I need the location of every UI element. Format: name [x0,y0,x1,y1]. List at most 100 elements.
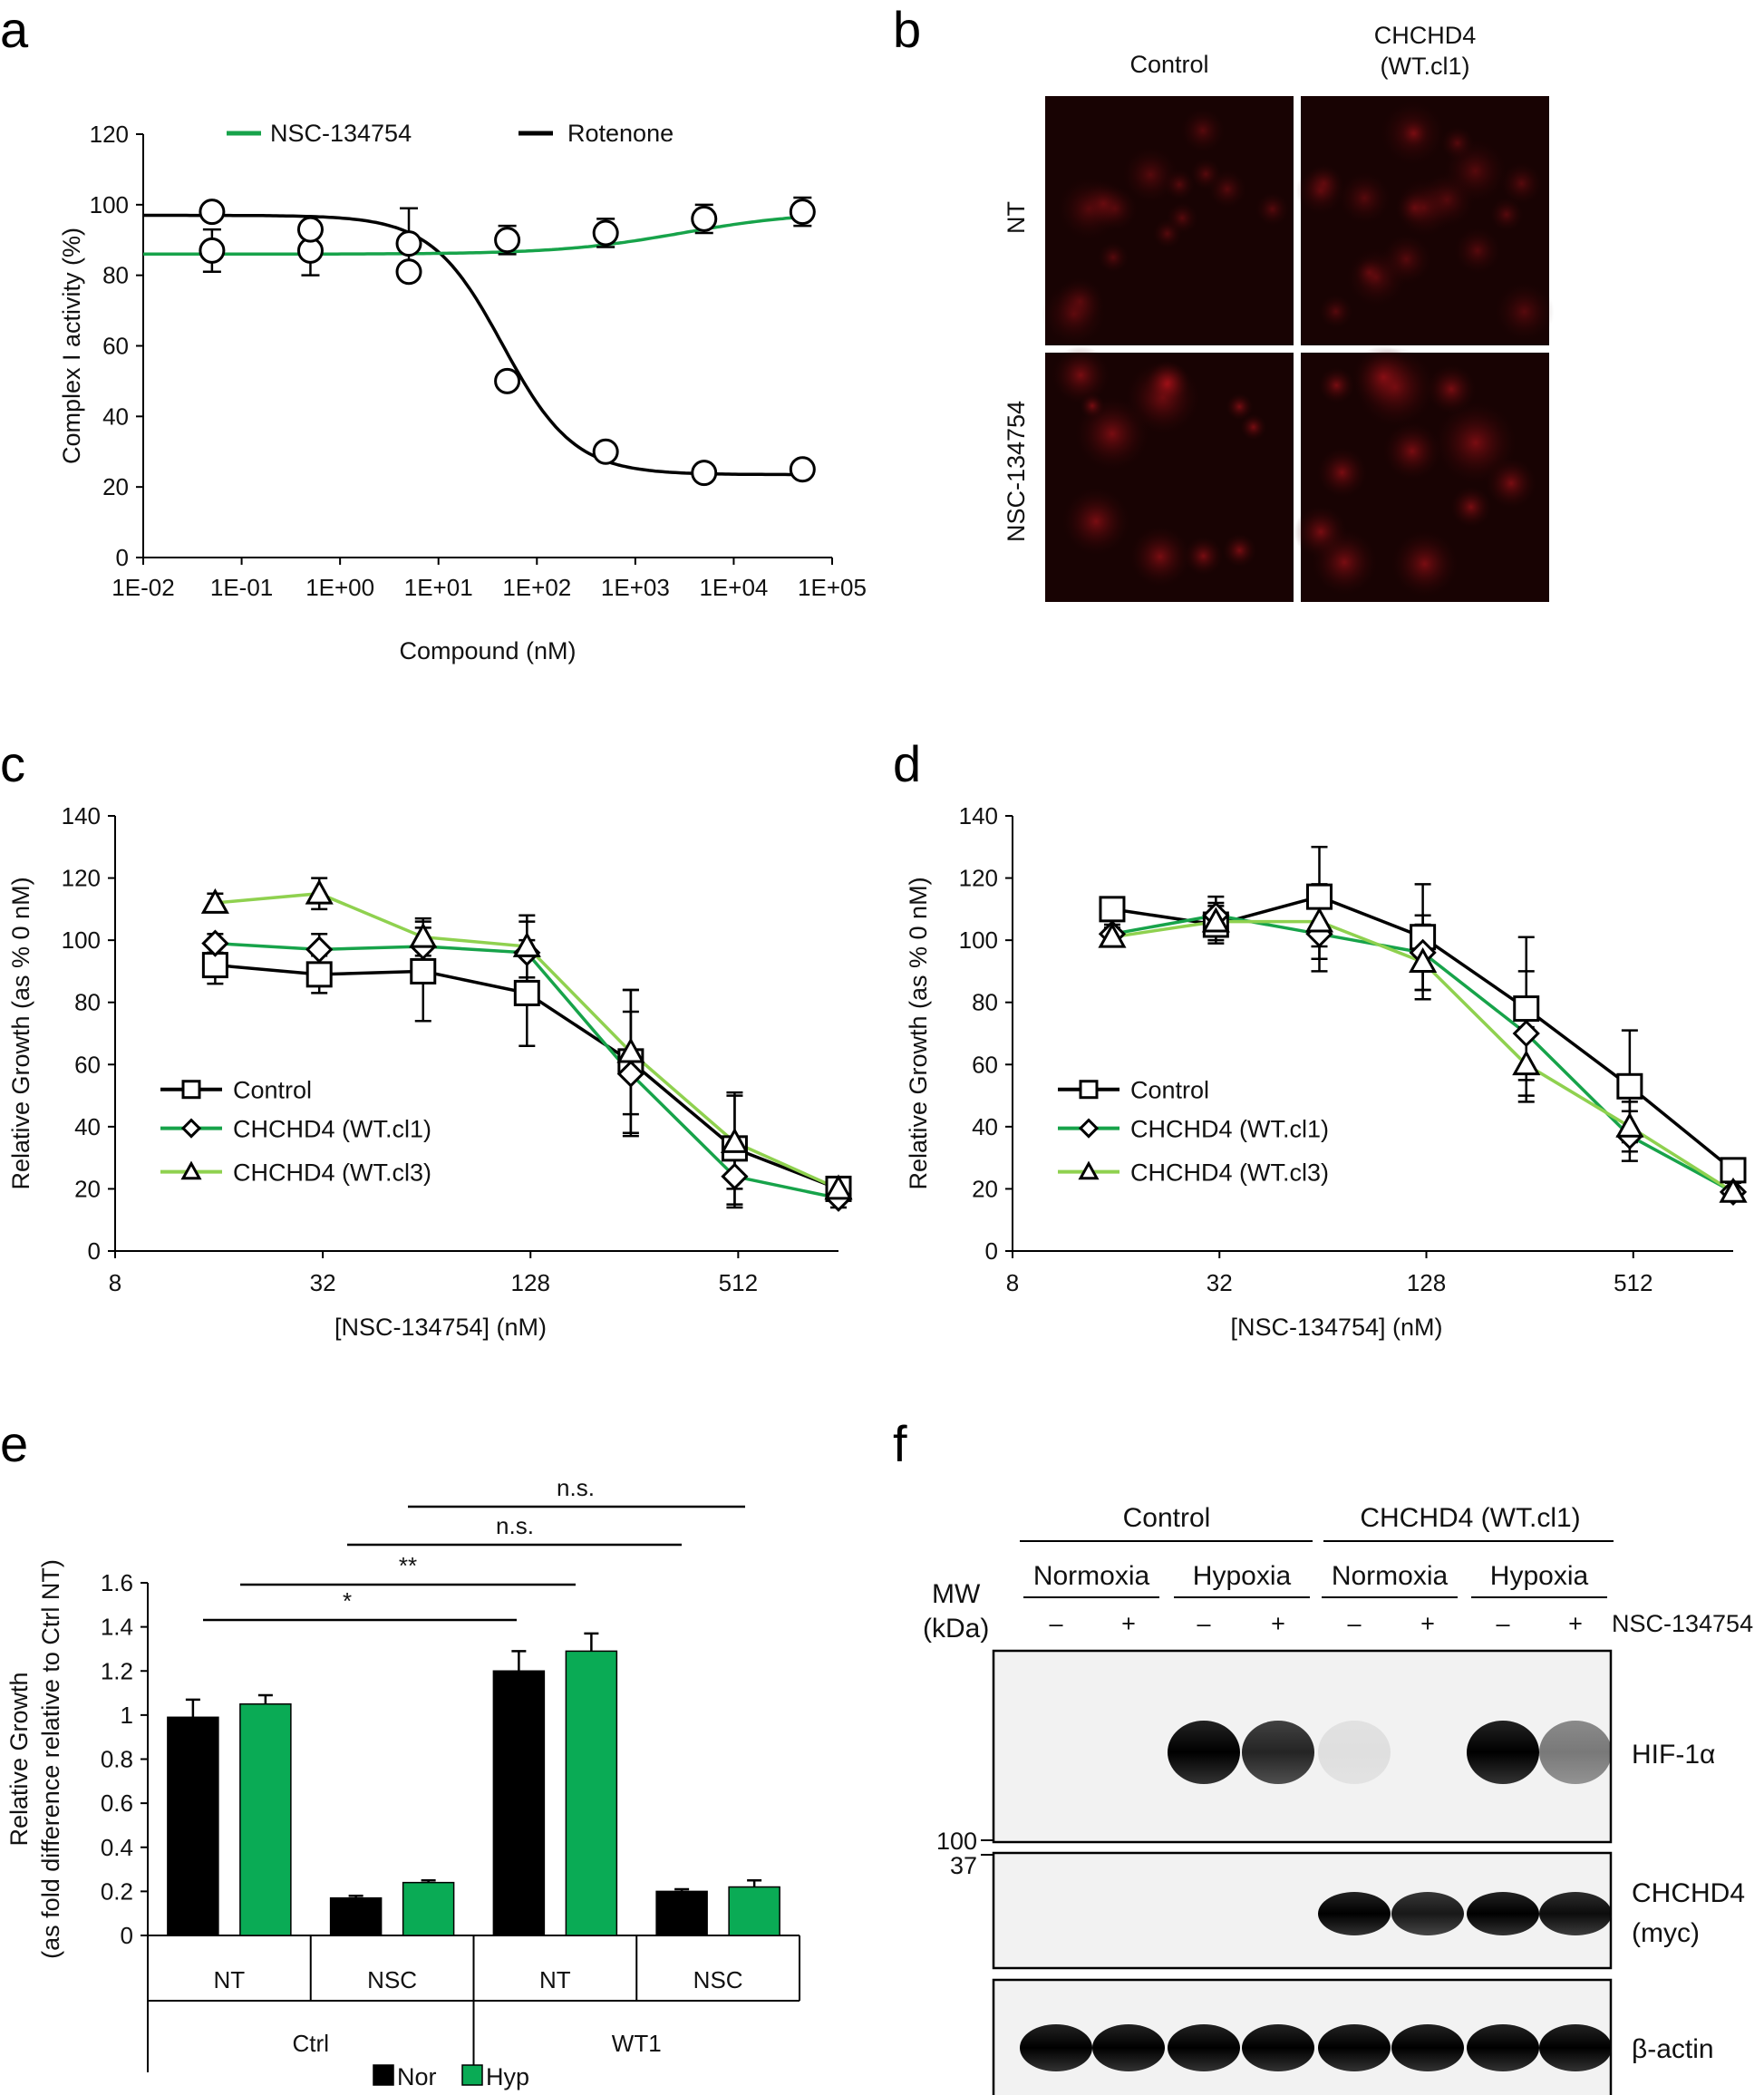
data-point [1099,896,1126,923]
bar [565,1650,618,1936]
y-tick-label: 120 [62,865,101,892]
data-point [513,979,540,1006]
y-tick-label: 120 [959,865,998,892]
x-tick-label: 1E+04 [699,574,768,601]
data-point [296,216,324,243]
panel-b-micrographs: Control CHCHD4 (WT.cl1) NT NSC-134754 [1003,22,1555,606]
condition-label: Hypoxia [1193,1561,1292,1591]
y-tick-label: 0 [88,1237,101,1265]
x-tick-label: 32 [1207,1269,1233,1296]
x-tick-label: 512 [1614,1269,1653,1296]
treatment-sign: + [1271,1610,1285,1637]
cell-signal [1051,345,1110,405]
cell-signal [1346,247,1407,308]
data-point [1410,924,1437,951]
cell-signal [1183,536,1224,577]
series-line-nsc [143,215,803,257]
data-point [305,961,333,988]
legend-marker [1078,1118,1100,1139]
y-axis-title-line1: Relative Growth [5,1672,33,1846]
y-tick-label: 40 [74,1113,101,1140]
blot-band [1467,2024,1539,2071]
y-tick-label: 0.4 [101,1834,133,1861]
cell-signal [1318,366,1355,404]
data-point [592,438,619,465]
col-label-control: Control [1129,51,1208,78]
cell-signal [1255,191,1290,227]
blot-band [1092,2024,1165,2071]
x-tick-label: 8 [1006,1269,1019,1296]
y-tick-label: 0.8 [101,1746,133,1773]
bar [492,1670,546,1936]
band-label-myc: (myc) [1632,1918,1700,1948]
cell-signal [1311,529,1378,596]
y-axis-title: Complex I activity (%) [58,228,85,464]
blot-band [1242,2024,1314,2071]
panel-label-a: a [0,1,29,58]
data-point [1512,1019,1540,1048]
x-tick-label: 1E+03 [601,574,670,601]
row-label-nsc: NSC-134754 [1003,401,1030,542]
legend-marker [1078,1160,1100,1180]
cell-signal [1207,169,1247,209]
legend-marker [180,1118,202,1139]
band-label-hif1a: HIF-1α [1632,1740,1715,1770]
blot-band [1539,1892,1612,1935]
cell-signal [1380,101,1446,166]
band-label-chchd4: CHCHD4 [1632,1878,1745,1908]
y-tick-label: 120 [90,121,129,148]
y-tick-label: 20 [972,1175,998,1202]
legend-label: CHCHD4 (WT.cl3) [233,1159,431,1187]
treatment-sign: + [1420,1610,1435,1637]
condition-label: Normoxia [1332,1561,1449,1591]
data-point [305,936,334,964]
blot-band [1467,1892,1539,1935]
legend-label: Control [1130,1077,1209,1104]
data-point [395,258,422,286]
blot-band [1391,1892,1464,1935]
blot-band [1318,2024,1391,2071]
chart-c: 0 20 40 60 80 100 120 140 8 32 128 512 [NSC-134754] … [7,802,853,1341]
y-tick-label: 40 [102,403,129,430]
data-point [1305,883,1333,910]
legend-label: CHCHD4 (WT.cl3) [1130,1159,1329,1187]
group-label: Control [1123,1503,1211,1533]
y-tick-label: 80 [74,989,101,1016]
y-axis-title-line2: (as fold difference relative to Ctrl NT) [37,1559,64,1959]
data-point [305,878,334,905]
category-label: NT [539,1966,571,1993]
significance-label: ** [399,1552,417,1579]
legend-label: Nor [397,2063,437,2090]
data-point [824,1174,853,1200]
y-tick-label: 140 [62,802,101,829]
cell-signal [1396,189,1433,227]
legend-label-nsc: NSC-134754 [270,120,412,147]
cell-signal [1042,282,1107,347]
data-point [512,931,541,957]
chart-d: 0 20 40 60 80 100 120 140 8 32 128 512 [NSC-134754] … [905,802,1748,1341]
x-tick-label: 128 [511,1269,550,1296]
data-point [1513,995,1540,1023]
data-point [199,237,226,264]
y-tick-label: 1.2 [101,1657,133,1684]
blot-band [1020,2024,1092,2071]
cell-signal [1382,422,1442,480]
panel-label-e: e [0,1415,28,1472]
data-point [691,205,718,232]
data-point [199,199,226,226]
cell-signal [1318,294,1353,329]
data-point [720,1127,749,1153]
data-point [201,929,229,957]
treatment-label: NSC-134754 [1612,1610,1753,1637]
x-tick-label: 128 [1407,1269,1446,1296]
legend-label: CHCHD4 (WT.cl1) [1130,1116,1329,1143]
cell-signal [1222,533,1257,568]
cell-signal [1352,345,1415,409]
x-tick-label: 32 [310,1269,336,1296]
cell-signal [1426,364,1477,415]
cell-signal [1488,197,1525,232]
cell-signal [1449,486,1492,529]
mw-marker: 37 [950,1852,977,1879]
blot-band [1467,1721,1539,1784]
